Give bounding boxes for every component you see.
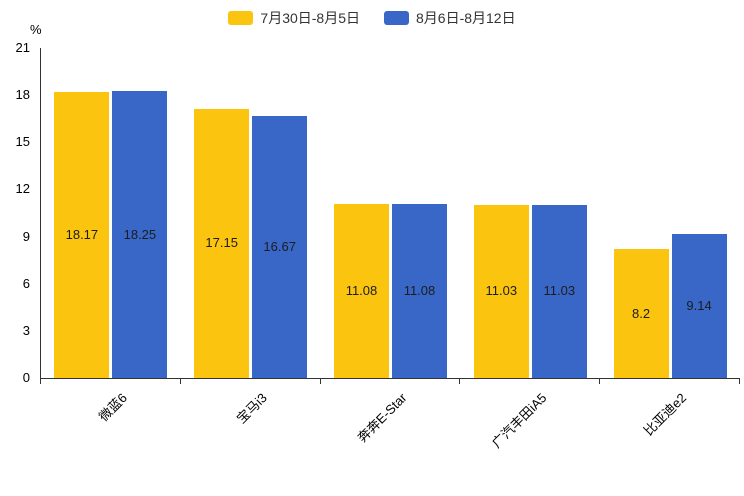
y-axis-tick-label: 3 <box>22 322 30 338</box>
bar[interactable]: 9.14 <box>671 234 727 378</box>
bar-value-label: 11.03 <box>485 283 518 299</box>
bar-group: 11.08 11.08 <box>321 48 461 378</box>
x-axis-label: 微蓝6 <box>95 390 130 425</box>
bar-group: 8.2 9.14 <box>600 48 740 378</box>
legend-label: 7月30日-8月5日 <box>260 10 360 26</box>
y-axis-unit-label: % <box>30 22 42 37</box>
x-axis-label: 比亚迪e2 <box>640 390 689 439</box>
bar-value-label: 11.08 <box>345 282 378 298</box>
x-axis-line <box>40 378 740 379</box>
plot-area: 18.17 18.25 17.15 16.67 11.08 11.08 11.03 11.03… <box>41 48 740 378</box>
x-axis-tick <box>319 379 321 384</box>
bar-group: 18.17 18.25 <box>41 48 181 378</box>
bar[interactable]: 18.17 <box>54 92 110 378</box>
bar-value-label: 18.17 <box>65 227 99 243</box>
legend: 7月30日-8月5日 8月6日-8月12日 <box>0 8 744 28</box>
bar[interactable]: 11.08 <box>391 203 447 378</box>
bar-value-label: 9.14 <box>686 298 712 314</box>
bar-value-label: 16.67 <box>263 239 296 255</box>
x-axis-label: 奔奔E-Star <box>354 390 410 446</box>
bar-group: 11.03 11.03 <box>460 48 600 378</box>
x-axis-tick <box>179 379 181 384</box>
y-axis-tick-label: 21 <box>15 40 30 55</box>
bar-group: 17.15 16.67 <box>181 48 321 378</box>
bar[interactable]: 11.08 <box>333 203 389 378</box>
y-axis-tick-label: 18 <box>15 87 30 103</box>
bar[interactable]: 11.03 <box>473 204 529 378</box>
y-axis-tick-label: 6 <box>22 275 30 291</box>
bar[interactable]: 8.2 <box>613 249 669 378</box>
y-axis-tick-label: 15 <box>15 134 30 150</box>
x-axis-tick <box>459 379 461 384</box>
bar-value-label: 8.2 <box>632 305 651 321</box>
y-axis-tick-label: 0 <box>22 370 30 385</box>
bar[interactable]: 17.15 <box>194 108 250 378</box>
bar-value-label: 11.08 <box>403 282 436 298</box>
x-axis-tick <box>739 379 740 384</box>
legend-swatch-icon <box>228 11 254 25</box>
bar-value-label: 17.15 <box>205 235 238 251</box>
x-axis-label: 广汽丰田iA5 <box>488 390 550 451</box>
bar[interactable]: 11.03 <box>531 204 587 378</box>
bar-value-label: 18.25 <box>123 226 157 242</box>
x-axis-label: 宝马i3 <box>233 390 270 427</box>
legend-item[interactable]: 7月30日-8月5日 <box>228 8 360 28</box>
legend-label: 8月6日-8月12日 <box>416 10 516 26</box>
x-axis-tick <box>40 379 41 384</box>
y-axis-tick-label: 12 <box>15 181 30 197</box>
y-axis-line <box>40 48 41 379</box>
bar[interactable]: 16.67 <box>252 116 308 378</box>
bar[interactable]: 18.25 <box>112 91 168 378</box>
legend-item[interactable]: 8月6日-8月12日 <box>384 8 516 28</box>
x-axis-tick <box>599 379 601 384</box>
legend-swatch-icon <box>384 11 409 25</box>
y-axis-tick-label: 9 <box>22 228 30 244</box>
bar-value-label: 11.03 <box>543 283 576 299</box>
